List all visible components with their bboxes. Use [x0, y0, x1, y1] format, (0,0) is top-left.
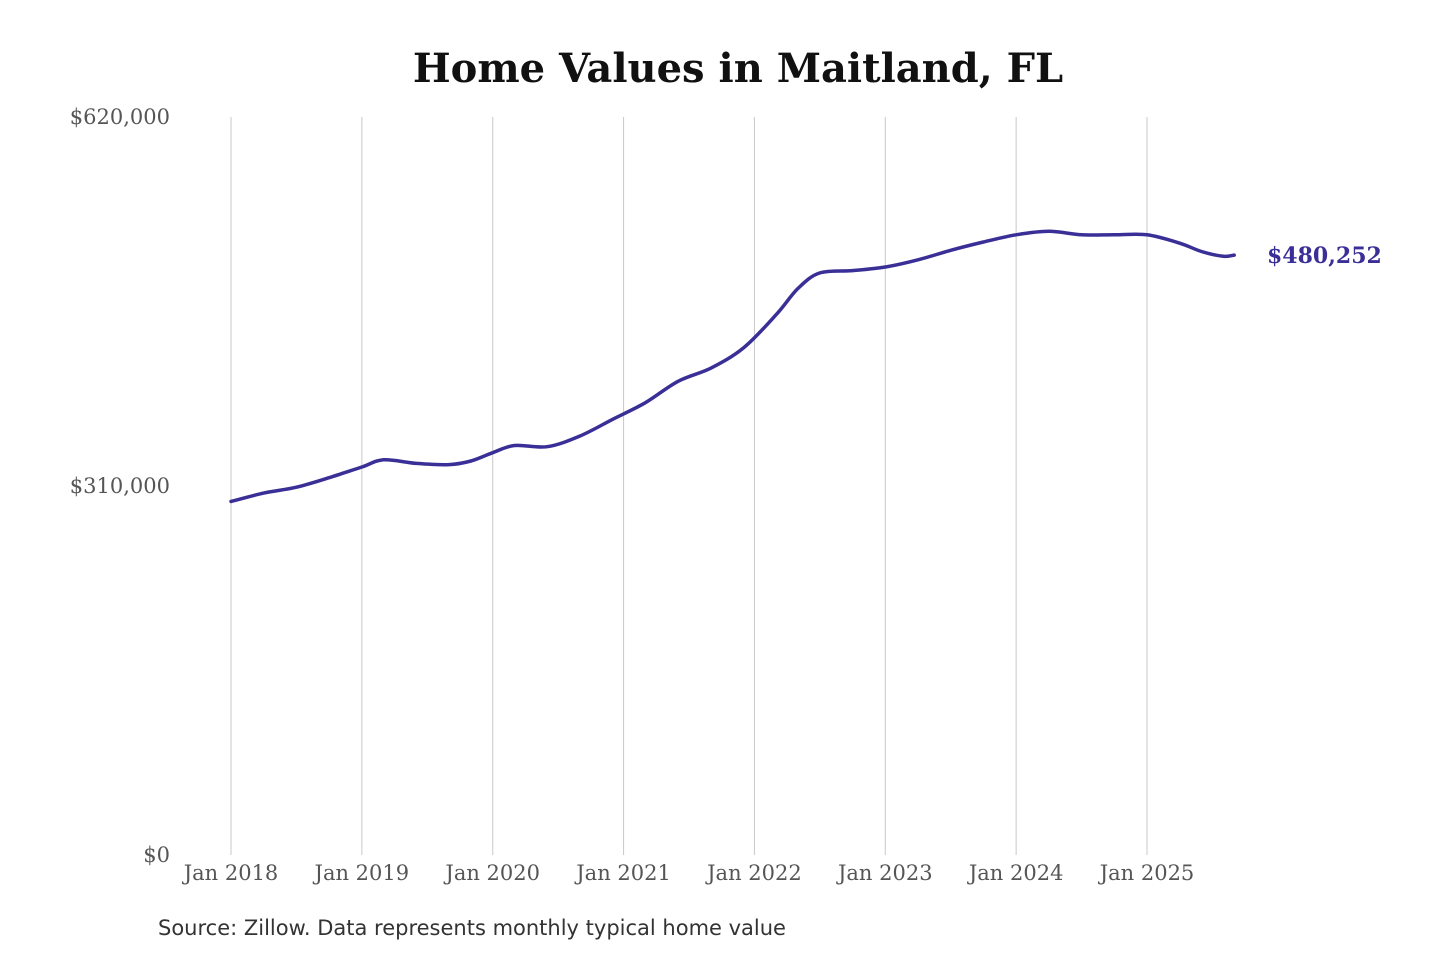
x-tick-label: Jan 2024 [967, 861, 1064, 885]
x-tick-label: Jan 2019 [313, 861, 410, 885]
y-tick-label: $620,000 [70, 105, 170, 129]
series-line [229, 229, 1236, 504]
x-tick-label: Jan 2021 [574, 861, 671, 885]
x-tick-label: Jan 2025 [1098, 861, 1195, 885]
y-tick-label: $310,000 [70, 474, 170, 498]
chart-title: Home Values in Maitland, FL [413, 45, 1063, 92]
x-tick-label: Jan 2020 [443, 861, 540, 885]
y-tick-label: $0 [143, 843, 170, 867]
x-axis-ticks: Jan 2018 Jan 2019 Jan 2020 Jan 2021 Jan 2022… [182, 861, 1195, 885]
y-axis-ticks: $0 $310,000 $620,000 [70, 105, 170, 867]
end-value-label: $480,252 [1267, 243, 1382, 269]
x-tick-label: Jan 2018 [182, 861, 279, 885]
gridlines [230, 117, 1148, 855]
series: $480,252 [229, 229, 1382, 504]
x-tick-label: Jan 2022 [705, 861, 802, 885]
source-note: Source: Zillow. Data represents monthly … [158, 916, 786, 940]
x-tick-label: Jan 2023 [836, 861, 933, 885]
